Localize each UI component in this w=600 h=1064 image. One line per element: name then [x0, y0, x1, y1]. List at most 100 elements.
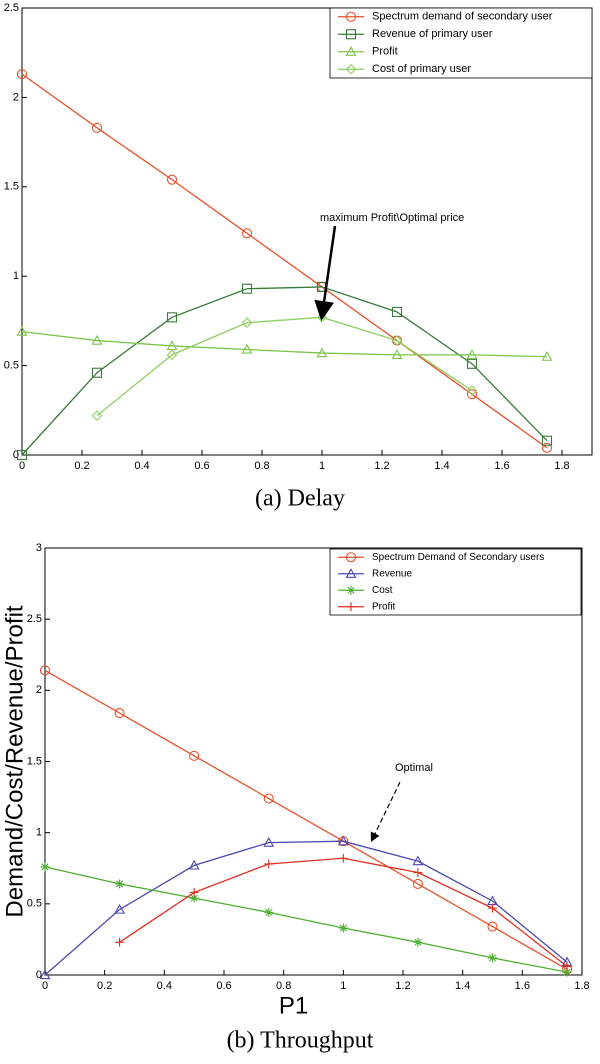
legend-marker [345, 568, 357, 578]
x-tick-label: 1 [319, 460, 325, 472]
legend-marker [345, 46, 357, 56]
data-point [466, 358, 478, 369]
data-point [338, 853, 348, 863]
series-line [21, 73, 548, 449]
x-tick-label: 0.2 [74, 460, 89, 472]
data-point [114, 903, 126, 914]
legend-label: Revenue [372, 568, 412, 579]
legend-box [329, 548, 582, 616]
y-tick-label: 3 [36, 542, 42, 554]
series-line [44, 840, 568, 976]
data-point [115, 937, 125, 947]
data-point [264, 907, 274, 917]
data-point [189, 750, 200, 761]
data-point [541, 351, 553, 361]
data-point [391, 349, 403, 360]
data-point [241, 343, 253, 354]
data-point [39, 969, 51, 980]
x-tick-label: 1 [340, 980, 346, 992]
data-point [488, 953, 497, 963]
legend-marker [345, 63, 357, 75]
legend-marker [345, 29, 357, 40]
data-point [413, 937, 423, 947]
data-point [40, 862, 50, 872]
series-line [119, 857, 568, 967]
data-point [91, 367, 103, 378]
data-point [189, 893, 199, 903]
y-axis-label: Demand/Cost/Revenue/Profit [1, 605, 28, 917]
x-tick-label: 0.6 [216, 980, 231, 992]
y-tick-label: 0.5 [27, 898, 42, 910]
x-tick-label: 0.8 [276, 980, 291, 992]
legend-label: Cost [372, 585, 393, 596]
y-tick-label: 2.5 [27, 613, 42, 625]
data-point [166, 349, 178, 361]
data-point [91, 122, 103, 133]
data-point [241, 228, 253, 239]
annotation-arrow [370, 781, 401, 843]
data-point [91, 334, 103, 345]
data-point [338, 923, 348, 933]
data-point [413, 868, 423, 878]
data-point [466, 349, 478, 360]
data-point [16, 449, 28, 461]
y-tick-label: 2.5 [4, 2, 19, 14]
y-tick-label: 2 [36, 684, 42, 696]
plot-frame [21, 7, 593, 456]
data-point [562, 967, 572, 977]
data-point [263, 836, 275, 847]
y-tick-label: 0 [36, 969, 42, 981]
data-point [541, 442, 553, 453]
data-point [487, 921, 498, 932]
legend-marker [345, 552, 357, 563]
x-tick-label: 1.2 [374, 460, 389, 472]
data-point [264, 859, 274, 869]
legend-marker [346, 585, 356, 595]
x-axis-label: P1 [279, 992, 308, 1019]
data-point [241, 283, 253, 294]
x-tick-label: 0.4 [157, 980, 172, 992]
y-tick-label: 0 [13, 449, 19, 461]
y-tick-label: 0.5 [4, 360, 19, 372]
data-point [391, 306, 403, 318]
data-point [114, 708, 125, 719]
legend-label: Revenue of primary user [372, 28, 493, 40]
data-point [466, 385, 478, 396]
x-tick-label: 0.2 [97, 980, 112, 992]
data-point [189, 887, 199, 897]
x-tick-label: 0.4 [134, 460, 149, 472]
x-tick-label: 1.6 [515, 980, 530, 992]
caption: (a) Delay [255, 486, 345, 512]
legend-box [329, 7, 593, 79]
series-line [21, 330, 548, 358]
y-tick-label: 1 [13, 270, 19, 282]
data-point [391, 335, 403, 346]
data-point [188, 859, 200, 870]
x-tick-label: 1.2 [395, 980, 410, 992]
legend-label: Spectrum demand of secondary user [372, 11, 553, 23]
x-tick-label: 1.8 [554, 460, 569, 472]
x-tick-label: 1.8 [574, 980, 589, 992]
series-line [44, 669, 568, 970]
data-point [16, 69, 28, 80]
x-tick-label: 0.8 [254, 460, 269, 472]
data-point [91, 410, 103, 421]
data-point [412, 878, 423, 889]
annotation: maximum Profit\Optimal price [320, 212, 464, 224]
data-point [115, 879, 125, 889]
data-point [39, 665, 51, 676]
y-tick-label: 1 [36, 827, 42, 839]
x-tick-label: 1.4 [434, 460, 449, 472]
data-point [466, 389, 478, 400]
data-point [263, 793, 274, 804]
y-tick-label: 1.5 [4, 181, 19, 193]
x-tick-label: 0 [42, 980, 48, 992]
legend-label: Profit [372, 601, 396, 612]
y-tick-label: 1.5 [27, 755, 42, 767]
data-point [166, 312, 178, 323]
legend-label: Spectrum Demand of Secondary users [372, 552, 544, 563]
data-point [488, 903, 497, 913]
data-point [166, 174, 178, 185]
